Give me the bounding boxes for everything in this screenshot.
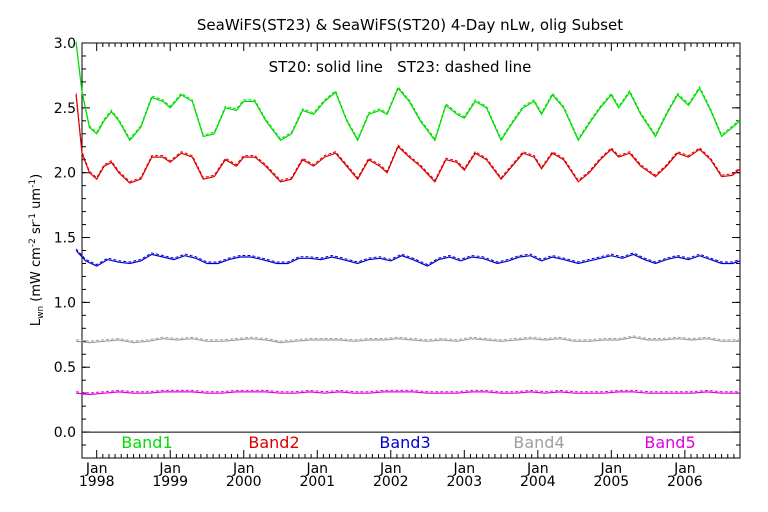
y-tick-label: 3.0 xyxy=(54,36,76,52)
series-line-band2-solid xyxy=(75,94,741,184)
y-axis-label: Lwn (mW cm-2 sr-1 um-1) xyxy=(28,174,46,326)
y-label-text2: sr xyxy=(29,221,44,238)
x-tick-month: Jan xyxy=(85,461,108,477)
series-line-band1-dashed xyxy=(75,41,741,140)
series-line-band3-dashed xyxy=(75,248,741,266)
x-tick-month: Jan xyxy=(305,461,328,477)
line-style-note: ST20: solid line ST23: dashed line xyxy=(269,58,532,76)
x-tick-year: 2002 xyxy=(373,474,409,490)
series-line-band4-dashed xyxy=(76,335,740,342)
x-tick-year: 1998 xyxy=(79,474,115,490)
series-line-band5-solid xyxy=(76,391,740,396)
x-tick-year: 2006 xyxy=(667,474,703,490)
x-tick-month: Jan xyxy=(526,461,549,477)
series-line-band5-dashed xyxy=(76,389,740,394)
series-line-band3-solid xyxy=(75,250,741,267)
x-tick-year: 2000 xyxy=(226,474,262,490)
y-label-text1: (mW cm xyxy=(29,247,44,306)
x-tick-year: 2003 xyxy=(446,474,482,490)
x-tick-year: 2001 xyxy=(299,474,335,490)
legend-band2: Band2 xyxy=(248,433,299,452)
y-label-text4: ) xyxy=(29,174,44,179)
series-line-band1-solid xyxy=(75,42,741,142)
x-tick-month: Jan xyxy=(158,461,181,477)
series-layer xyxy=(75,41,741,396)
y-label-sup1: -2 xyxy=(28,238,38,247)
y-label-main: L xyxy=(29,318,44,326)
series-line-band4-solid xyxy=(76,336,740,344)
x-tick-month: Jan xyxy=(600,461,623,477)
y-tick-label: 0.0 xyxy=(54,425,76,441)
y-tick-label: 1.0 xyxy=(54,295,76,311)
y-label-text3: um xyxy=(29,188,44,213)
y-label-sup3: -1 xyxy=(28,179,38,188)
legend-band4: Band4 xyxy=(513,433,564,452)
legend-band5: Band5 xyxy=(644,433,695,452)
x-tick-month: Jan xyxy=(232,461,255,477)
x-tick-year: 1999 xyxy=(152,474,188,490)
x-tick-month: Jan xyxy=(379,461,402,477)
y-tick-label: 0.5 xyxy=(54,360,76,376)
x-tick-year: 2004 xyxy=(520,474,556,490)
x-tick-month: Jan xyxy=(453,461,476,477)
legend: Band1 Band2 Band3 Band4 Band5 xyxy=(121,433,695,452)
x-axis: Jan1998Jan1999Jan2000Jan2001Jan2002Jan20… xyxy=(79,43,741,490)
x-tick-month: Jan xyxy=(673,461,696,477)
y-label-sup2: -1 xyxy=(28,213,38,222)
legend-band3: Band3 xyxy=(379,433,430,452)
y-label-sub: wn xyxy=(36,306,46,319)
chart-title: SeaWiFS(ST23) & SeaWiFS(ST20) 4-Day nLw,… xyxy=(197,16,623,34)
y-tick-label: 2.0 xyxy=(54,166,76,182)
y-axis: 0.0 0.5 1.0 1.5 2.0 2.5 3.0 xyxy=(54,36,740,459)
series-line-band2-dashed xyxy=(75,93,741,183)
x-tick-year: 2005 xyxy=(594,474,630,490)
y-tick-label: 2.5 xyxy=(54,101,76,117)
y-tick-label: 1.5 xyxy=(54,231,76,247)
legend-band1: Band1 xyxy=(121,433,172,452)
